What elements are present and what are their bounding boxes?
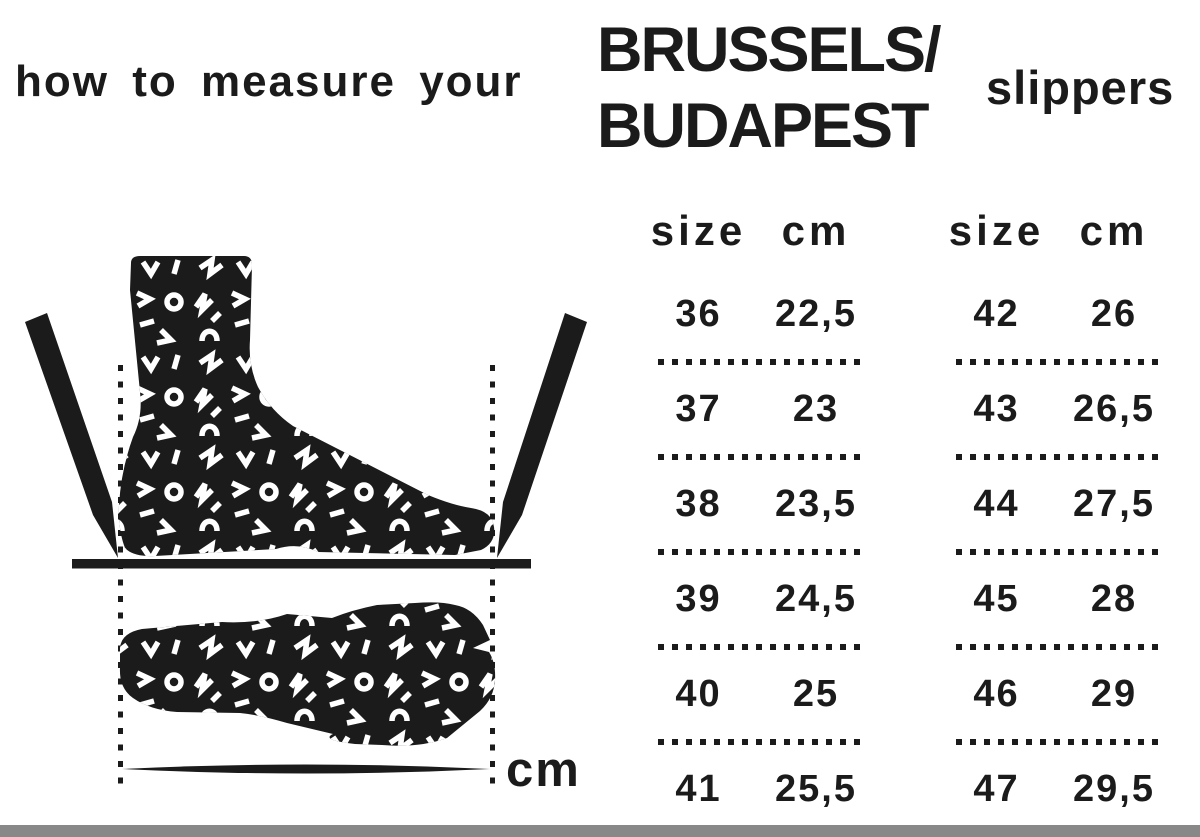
length-measure-line (122, 764, 490, 774)
size-value: 42 (973, 293, 1020, 335)
table-row: 38 23,5 (640, 454, 875, 552)
size-value: 37 (675, 388, 722, 430)
sole-silhouette (119, 602, 496, 746)
brand-name: BRUSSELS/ BUDAPEST (597, 12, 942, 164)
cm-value: 25 (792, 673, 840, 715)
table-row: 36 22,5 (640, 267, 875, 362)
right-measuring-stick (497, 313, 587, 558)
table-row: 41 25,5 (640, 739, 875, 837)
unit-label: cm (506, 743, 581, 797)
size-value: 38 (675, 483, 722, 525)
cm-value: 23,5 (775, 483, 857, 525)
cm-value: 27,5 (1073, 483, 1155, 525)
product-name: slippers (986, 61, 1175, 114)
page-title: how to measure your (15, 57, 523, 106)
cm-value: 22,5 (775, 293, 857, 335)
ground-line (72, 559, 531, 569)
cm-value: 23 (792, 388, 840, 430)
table-row: 44 27,5 (938, 454, 1173, 552)
cm-value: 29 (1090, 673, 1138, 715)
table-row: 40 25 (640, 644, 875, 742)
table-row: 46 29 (938, 644, 1173, 742)
foot-silhouette (118, 256, 495, 557)
size-value: 43 (973, 388, 1020, 430)
size-value: 36 (675, 293, 722, 335)
size-value: 44 (973, 483, 1020, 525)
size-value: 41 (675, 768, 722, 810)
size-value: 45 (973, 578, 1020, 620)
table-row: 37 23 (640, 359, 875, 457)
table-row: 39 24,5 (640, 549, 875, 647)
table-header: size cm (640, 195, 875, 267)
size-value: 39 (675, 578, 722, 620)
table-row: 42 26 (938, 267, 1173, 362)
cm-value: 26 (1090, 293, 1138, 335)
cm-value: 26,5 (1073, 388, 1155, 430)
cm-column-header: cm (781, 207, 851, 254)
size-column-header: size (650, 207, 747, 254)
brand-line-2: BUDAPEST (597, 91, 930, 161)
brand-line-1: BRUSSELS/ (597, 15, 942, 85)
cm-value: 24,5 (775, 578, 857, 620)
size-table-36-41: size cm 36 22,5 37 23 38 23,5 39 24,5 40… (640, 195, 875, 837)
cm-value: 25,5 (775, 768, 857, 810)
size-value: 46 (973, 673, 1020, 715)
size-column-header: size (948, 207, 1045, 254)
table-row: 43 26,5 (938, 359, 1173, 457)
table-header: size cm (938, 195, 1173, 267)
cm-value: 28 (1090, 578, 1138, 620)
cm-value: 29,5 (1073, 768, 1155, 810)
size-value: 40 (675, 673, 722, 715)
left-measuring-stick (25, 313, 118, 558)
table-row: 47 29,5 (938, 739, 1173, 837)
size-table-42-47: size cm 42 26 43 26,5 44 27,5 45 28 46 2… (938, 195, 1173, 837)
cm-column-header: cm (1079, 207, 1149, 254)
size-value: 47 (973, 768, 1020, 810)
table-row: 45 28 (938, 549, 1173, 647)
